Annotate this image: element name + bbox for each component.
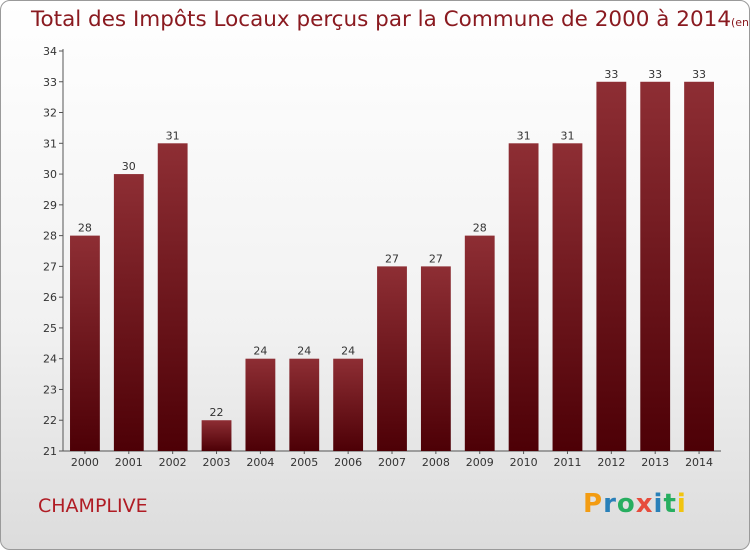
data-label-2003: 22 (210, 406, 224, 419)
x-tick-label-2006: 2006 (334, 456, 362, 469)
chart-title-text: Total des Impôts Locaux perçus par la Co… (31, 7, 731, 32)
x-tick-label-2008: 2008 (422, 456, 450, 469)
bar-2009 (464, 235, 495, 451)
x-tick-label-2014: 2014 (685, 456, 713, 469)
proxiti-logo: Proxiti (583, 489, 687, 519)
logo-letter: P (583, 489, 604, 519)
y-tick-label: 31 (43, 137, 57, 150)
x-tick-label-2005: 2005 (290, 456, 318, 469)
x-tick-label-2004: 2004 (246, 456, 274, 469)
bar-2001 (113, 174, 144, 452)
logo-letter: o (616, 489, 636, 519)
x-tick-label-2011: 2011 (553, 456, 581, 469)
y-tick-label: 30 (43, 168, 57, 181)
bar-2000 (70, 235, 100, 451)
x-tick-label-2013: 2013 (641, 456, 669, 469)
data-label-2004: 24 (253, 345, 267, 358)
data-label-2009: 28 (473, 222, 487, 235)
data-label-2001: 30 (122, 160, 136, 173)
logo-letter: r (603, 489, 617, 519)
data-label-2005: 24 (297, 345, 311, 358)
x-tick-label-2000: 2000 (71, 456, 99, 469)
y-tick-label: 33 (43, 76, 57, 89)
data-label-2012: 33 (604, 68, 618, 81)
y-tick-label: 25 (43, 322, 57, 335)
data-label-2013: 33 (648, 68, 662, 81)
bar-2011 (552, 143, 583, 452)
y-tick-label: 28 (43, 230, 57, 243)
x-tick-label-2007: 2007 (378, 456, 406, 469)
logo-letter: t (663, 489, 677, 519)
bar-2010 (508, 143, 539, 452)
y-tick-label: 23 (43, 383, 57, 396)
y-tick-label: 27 (43, 260, 57, 273)
y-tick-label: 34 (43, 45, 57, 58)
bar-2007 (377, 266, 407, 451)
y-tick-label: 22 (43, 414, 57, 427)
chart-title: Total des Impôts Locaux perçus par la Co… (31, 7, 750, 32)
data-label-2002: 31 (166, 129, 180, 142)
bar-2013 (640, 81, 671, 452)
x-tick-label-2009: 2009 (466, 456, 494, 469)
data-label-2000: 28 (78, 222, 92, 235)
bar-2004 (245, 358, 276, 451)
data-label-2014: 33 (692, 68, 706, 81)
bar-2002 (157, 143, 188, 452)
bar-2005 (289, 358, 320, 451)
data-label-2007: 27 (385, 252, 399, 265)
chart-unit: (en milliers d'€) (731, 16, 750, 29)
x-tick-label-2001: 2001 (115, 456, 143, 469)
logo-letter: i (676, 489, 687, 519)
y-tick-label: 24 (43, 353, 57, 366)
logo-letter: i (653, 489, 664, 519)
y-tick-label: 29 (43, 199, 57, 212)
data-label-2010: 31 (517, 129, 531, 142)
y-tick-label: 32 (43, 107, 57, 120)
data-label-2008: 27 (429, 252, 443, 265)
x-tick-label-2010: 2010 (510, 456, 538, 469)
bar-2014 (684, 81, 714, 452)
y-tick-label: 21 (43, 445, 57, 458)
logo-letter: x (635, 489, 654, 519)
commune-name: CHAMPLIVE (38, 495, 148, 517)
y-tick-label: 26 (43, 291, 57, 304)
bar-2012 (596, 81, 627, 452)
data-label-2006: 24 (341, 345, 355, 358)
data-label-2011: 31 (560, 129, 574, 142)
x-tick-label-2012: 2012 (597, 456, 625, 469)
x-tick-label-2003: 2003 (203, 456, 231, 469)
bar-2006 (333, 358, 364, 451)
bar-2008 (420, 266, 451, 451)
x-tick-label-2002: 2002 (159, 456, 187, 469)
bar-2003 (201, 420, 232, 451)
